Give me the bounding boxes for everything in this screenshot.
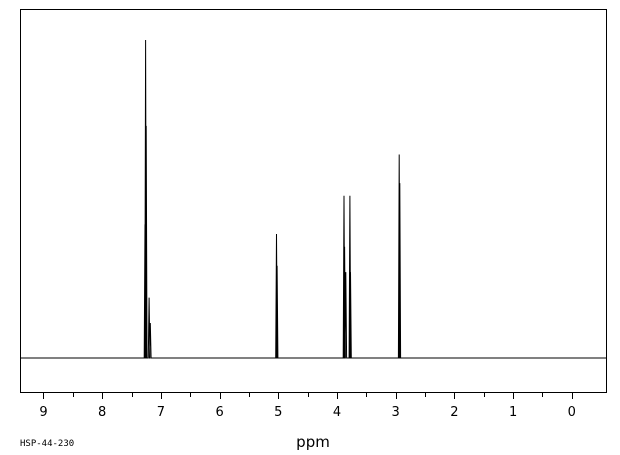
x-axis-ticks xyxy=(43,393,573,399)
x-tick-label: 5 xyxy=(274,405,282,420)
x-tick-label: 3 xyxy=(392,405,400,420)
x-axis-tick-labels: 9 8 7 6 5 4 3 2 1 0 xyxy=(39,405,576,420)
x-tick-label: 8 xyxy=(98,405,106,420)
x-tick-label: 1 xyxy=(509,405,517,420)
x-tick-label: 0 xyxy=(568,405,576,420)
plot-frame xyxy=(20,9,607,393)
x-axis-title: ppm xyxy=(296,433,330,451)
x-tick-label: 4 xyxy=(333,405,341,420)
x-tick-label: 2 xyxy=(450,405,458,420)
x-tick-label: 9 xyxy=(39,405,47,420)
sample-code-label: HSP-44-230 xyxy=(20,439,74,449)
x-tick-label: 6 xyxy=(215,405,223,420)
x-tick-label: 7 xyxy=(157,405,165,420)
spectrum-trace xyxy=(20,39,607,359)
